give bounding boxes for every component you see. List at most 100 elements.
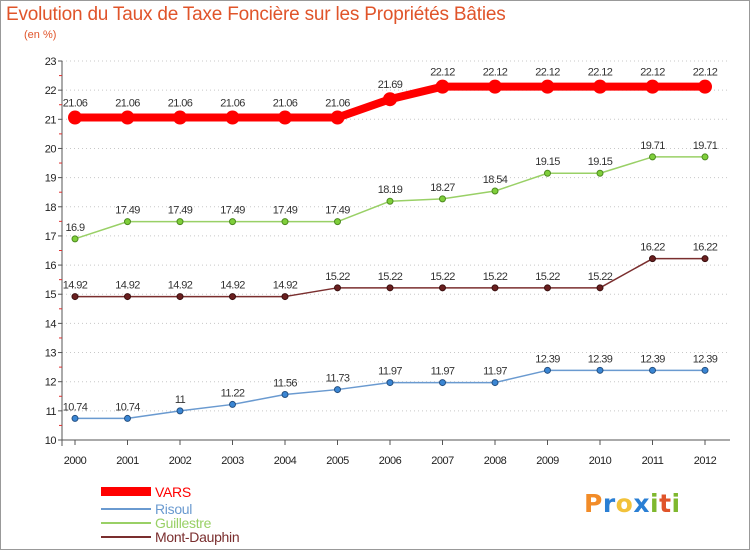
data-label-guillestre: 17.49: [168, 205, 193, 217]
logo-letter: t: [659, 489, 672, 518]
data-label-guillestre: 19.71: [640, 140, 665, 152]
x-tick-label: 2003: [221, 455, 244, 467]
y-tick-label: 13: [45, 348, 57, 360]
data-point-mont-dauphin: [176, 293, 184, 301]
data-point-guillestre: [649, 153, 656, 161]
data-label-guillestre: 18.19: [378, 184, 403, 196]
data-point-vars: [120, 110, 135, 125]
data-label-risoul: 11.73: [326, 373, 350, 385]
x-tick-label: 2012: [694, 455, 717, 467]
logo-letter: i: [650, 489, 660, 518]
x-tick-label: 2001: [116, 455, 139, 467]
data-label-mont-dauphin: 16.22: [640, 242, 665, 254]
y-tick-label: 18: [45, 202, 57, 214]
x-tick-label: 2000: [64, 455, 87, 467]
legend-label-vars: VARS: [155, 484, 191, 500]
data-point-vars: [645, 79, 660, 94]
data-label-mont-dauphin: 15.22: [378, 271, 403, 283]
data-point-guillestre: [334, 218, 341, 226]
data-label-vars: 21.06: [63, 98, 88, 110]
data-label-guillestre: 18.54: [483, 174, 508, 186]
data-label-vars: 22.12: [588, 67, 613, 79]
x-tick-label: 2009: [536, 455, 559, 467]
data-label-vars: 22.12: [640, 67, 665, 79]
data-point-vars: [173, 110, 187, 125]
data-point-guillestre: [386, 197, 394, 205]
x-tick-label: 2008: [484, 455, 507, 467]
data-point-guillestre: [71, 235, 79, 243]
data-point-vars: [488, 79, 502, 94]
x-tick-label: 2006: [379, 455, 402, 467]
data-label-risoul: 10.74: [63, 401, 88, 413]
data-point-risoul: [334, 386, 341, 394]
x-tick-label: 2002: [169, 455, 192, 467]
data-label-vars: 21.06: [273, 98, 298, 110]
data-label-mont-dauphin: 15.22: [588, 271, 613, 283]
data-label-vars: 22.12: [693, 67, 718, 79]
data-point-vars: [278, 110, 292, 125]
y-tick-label: 21: [45, 114, 57, 126]
data-label-risoul: 11.22: [221, 387, 245, 399]
data-point-guillestre: [596, 169, 604, 177]
data-label-risoul: 11.97: [483, 366, 507, 378]
legend-label-mont-dauphin: Mont-Dauphin: [155, 529, 239, 545]
data-point-risoul: [176, 407, 184, 415]
y-tick-label: 10: [45, 435, 57, 447]
y-tick-label: 23: [45, 56, 57, 68]
data-point-risoul: [701, 366, 709, 374]
data-point-risoul: [71, 414, 79, 422]
x-tick-label: 2005: [326, 455, 349, 467]
data-label-mont-dauphin: 16.22: [693, 242, 718, 254]
data-point-mont-dauphin: [544, 284, 551, 292]
data-label-vars: 22.12: [535, 67, 560, 79]
data-label-risoul: 12.39: [693, 353, 718, 365]
data-label-vars: 21.06: [220, 98, 245, 110]
legend-label-risoul: Risoul: [155, 501, 192, 517]
legend-label-guillestre: Guillestre: [155, 515, 212, 531]
data-label-mont-dauphin: 14.92: [63, 280, 88, 292]
data-label-risoul: 12.39: [640, 353, 665, 365]
data-label-vars: 22.12: [430, 67, 455, 79]
data-label-mont-dauphin: 15.22: [325, 271, 350, 283]
y-tick-label: 15: [45, 289, 57, 301]
data-point-guillestre: [544, 169, 551, 177]
data-label-mont-dauphin: 15.22: [535, 271, 560, 283]
y-tick-label: 17: [45, 231, 57, 243]
data-point-risoul: [281, 391, 289, 399]
data-label-risoul: 12.39: [535, 353, 560, 365]
data-label-mont-dauphin: 14.92: [115, 280, 140, 292]
chart-title: Evolution du Taux de Taxe Foncière sur l…: [6, 4, 506, 25]
x-tick-label: 2004: [274, 455, 297, 467]
data-label-guillestre: 16.9: [65, 222, 84, 234]
data-point-mont-dauphin: [334, 284, 341, 292]
data-point-mont-dauphin: [649, 255, 656, 263]
data-label-guillestre: 18.27: [430, 182, 455, 194]
data-point-guillestre: [281, 218, 289, 226]
legend-swatch-vars: [101, 487, 151, 496]
data-label-vars: 21.06: [325, 98, 350, 110]
data-point-mont-dauphin: [491, 284, 499, 292]
y-tick-label: 11: [46, 406, 57, 418]
proxiti-logo: Proxiti: [584, 489, 681, 518]
data-point-risoul: [544, 366, 551, 374]
data-label-guillestre: 19.15: [588, 156, 613, 168]
data-point-risoul: [439, 379, 446, 387]
data-point-mont-dauphin: [124, 293, 131, 301]
y-tick-label: 22: [45, 85, 57, 97]
data-label-guillestre: 17.49: [220, 205, 245, 217]
data-point-vars: [593, 79, 607, 94]
data-point-mont-dauphin: [71, 293, 79, 301]
logo-letter: x: [633, 489, 650, 518]
logo-letter: r: [602, 489, 616, 518]
data-point-guillestre: [701, 153, 709, 161]
data-label-risoul: 12.39: [588, 353, 613, 365]
data-point-vars: [698, 79, 712, 94]
data-label-guillestre: 17.49: [325, 205, 350, 217]
data-point-mont-dauphin: [281, 293, 289, 301]
data-point-vars: [225, 110, 240, 125]
data-point-risoul: [229, 400, 236, 408]
x-tick-label: 2010: [589, 455, 612, 467]
data-label-risoul: 11.56: [273, 378, 297, 390]
